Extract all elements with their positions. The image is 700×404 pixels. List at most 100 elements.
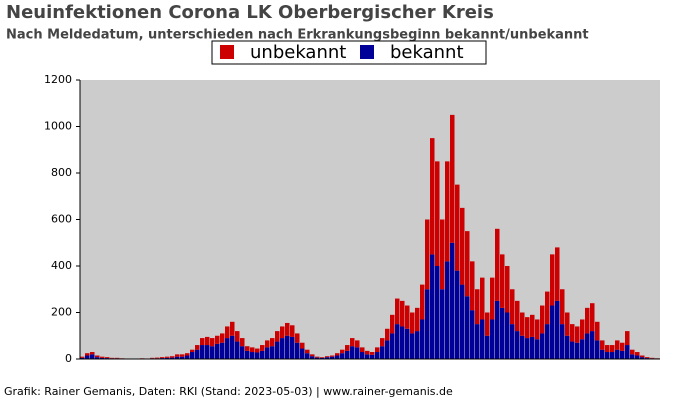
bar (170, 356, 175, 357)
bar (560, 324, 565, 359)
bar (620, 351, 625, 359)
bar (275, 342, 280, 359)
bar (440, 289, 445, 359)
bar (395, 299, 400, 325)
bar (435, 266, 440, 359)
bar (255, 349, 260, 353)
bar (570, 342, 575, 359)
bar (590, 303, 595, 331)
bar (355, 347, 360, 359)
bar (630, 350, 635, 355)
bar (390, 315, 395, 334)
bar (215, 344, 220, 359)
bar (420, 319, 425, 359)
bar (550, 306, 555, 359)
bar (175, 354, 180, 356)
bar (200, 338, 205, 345)
bar (295, 343, 300, 359)
bar (165, 357, 170, 358)
bar (300, 343, 305, 349)
bar (205, 337, 210, 345)
bar (285, 323, 290, 336)
bar (265, 340, 270, 347)
bar (555, 301, 560, 359)
plot-area (80, 80, 660, 359)
bar (610, 345, 615, 352)
bar (370, 352, 375, 355)
bar (400, 301, 405, 327)
legend-swatch (220, 45, 234, 59)
bar (450, 115, 455, 243)
bar (260, 351, 265, 359)
bar (615, 350, 620, 359)
legend-label: bekannt (390, 42, 464, 63)
bar (160, 357, 165, 358)
bar (315, 357, 320, 358)
bar (155, 358, 160, 359)
bar (495, 301, 500, 359)
bar (265, 347, 270, 359)
y-tick-label: 200 (51, 306, 72, 319)
bar (380, 346, 385, 359)
bar (585, 333, 590, 359)
bar (485, 313, 490, 336)
bar (95, 356, 100, 358)
bar (495, 229, 500, 301)
bar (225, 338, 230, 359)
bar (245, 346, 250, 351)
bar (305, 350, 310, 353)
bar (280, 326, 285, 338)
bar (595, 340, 600, 359)
bar (575, 326, 580, 342)
bar (390, 333, 395, 359)
bar (325, 356, 330, 357)
bar (430, 138, 435, 254)
bar (305, 353, 310, 359)
bar (215, 336, 220, 344)
bar (385, 340, 390, 359)
bar (355, 340, 360, 347)
bar (475, 324, 480, 359)
bar (440, 220, 445, 290)
bar (510, 324, 515, 359)
bar (535, 339, 540, 359)
bar (195, 345, 200, 350)
bar (530, 315, 535, 337)
bar (525, 317, 530, 338)
bar (90, 352, 95, 354)
bar (505, 313, 510, 360)
bar (455, 271, 460, 359)
bar (360, 347, 365, 352)
bar (465, 231, 470, 296)
bar (180, 354, 185, 356)
bar (500, 308, 505, 359)
bar (240, 338, 245, 346)
bar (230, 336, 235, 359)
bar (330, 356, 335, 357)
bar (80, 357, 85, 358)
bar (425, 289, 430, 359)
bar (635, 352, 640, 355)
bar (310, 354, 315, 356)
bar (235, 331, 240, 341)
bar (210, 346, 215, 359)
bar (555, 247, 560, 300)
bar (635, 356, 640, 359)
bar (575, 343, 580, 359)
bar (645, 357, 650, 358)
bar (595, 322, 600, 341)
bar (515, 301, 520, 331)
bar (515, 331, 520, 359)
bar (225, 326, 230, 338)
bar (255, 352, 260, 359)
bar (340, 350, 345, 353)
bar (580, 319, 585, 339)
bar (560, 289, 565, 324)
bar (535, 319, 540, 339)
bar (275, 331, 280, 341)
bar (90, 354, 95, 359)
bar (625, 331, 630, 345)
bar (205, 345, 210, 359)
bar (485, 336, 490, 359)
bar (435, 161, 440, 266)
